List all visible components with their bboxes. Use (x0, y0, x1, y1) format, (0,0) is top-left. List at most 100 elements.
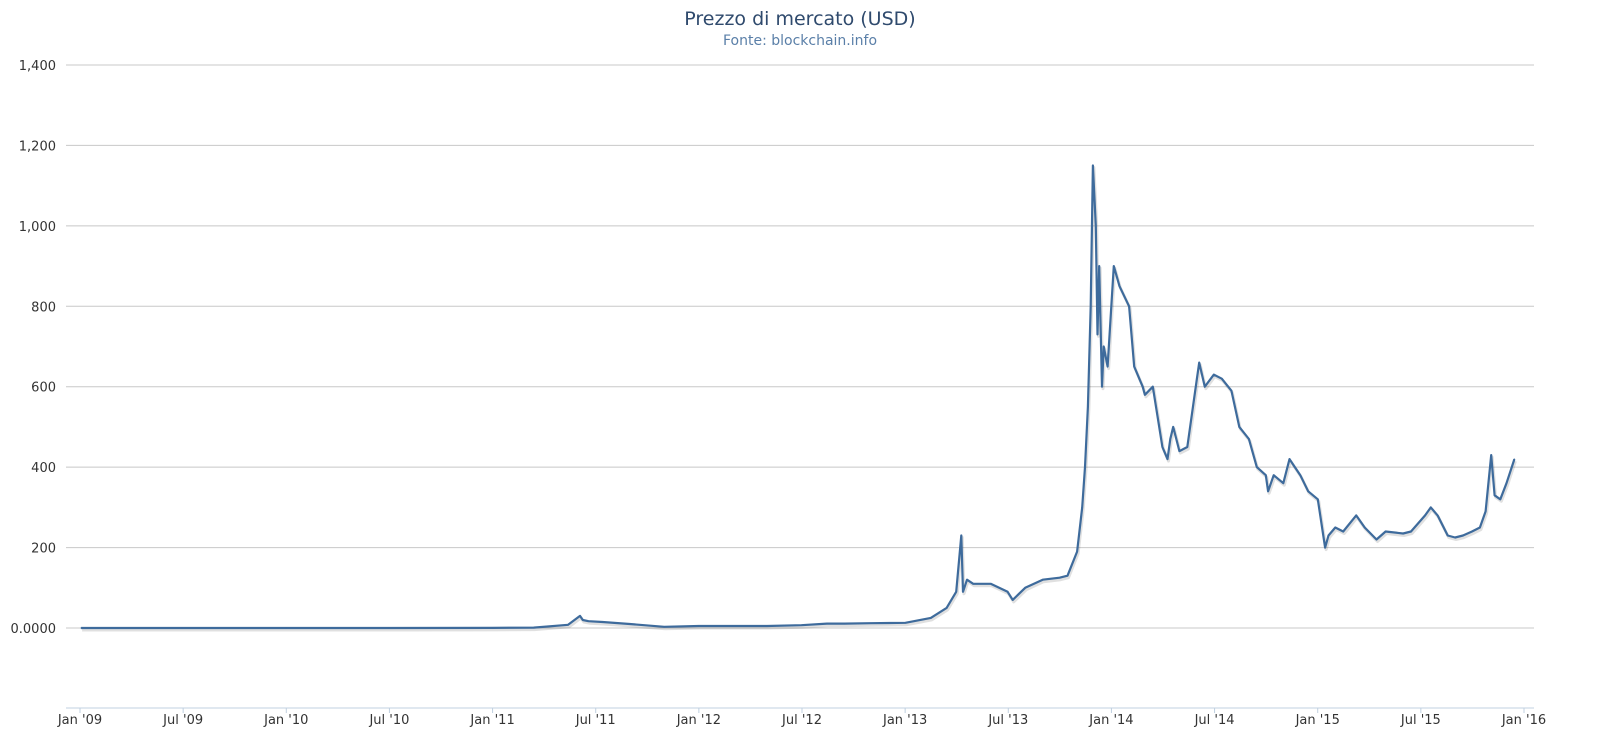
x-tick-label: Jan '13 (882, 713, 927, 728)
series-layer (80, 164, 1517, 632)
data-point (1238, 426, 1240, 428)
data-point (1128, 305, 1130, 307)
data-point (1273, 474, 1275, 476)
data-point (1042, 579, 1044, 581)
data-point (1410, 530, 1412, 533)
x-tick-label: Jan '12 (676, 713, 721, 728)
data-point (1113, 265, 1115, 267)
data-point (1299, 474, 1301, 476)
data-point (1107, 366, 1109, 368)
x-tick-label: Jan '15 (1295, 713, 1340, 728)
x-axis: Jan '09 Jul '09 Jan '10 Jul '10 Jan '11 Jul '… (57, 707, 1546, 728)
data-point (1342, 530, 1344, 533)
data-point (579, 615, 581, 617)
data-point (1152, 386, 1154, 388)
data-point (1385, 530, 1387, 533)
data-point (1430, 506, 1432, 508)
data-point (1327, 534, 1330, 537)
data-point (1204, 386, 1206, 388)
data-point (1334, 526, 1336, 529)
data-point (1012, 599, 1014, 601)
data-point (1505, 482, 1508, 484)
x-tick-label: Jul '09 (162, 713, 203, 728)
data-point (567, 624, 569, 626)
data-point (843, 623, 846, 625)
data-point (1494, 494, 1496, 496)
y-tick-label: 0.0000 (11, 622, 57, 637)
x-tick-label: Jul '12 (781, 713, 822, 728)
data-point (904, 622, 907, 624)
x-tick-label: Jul '11 (575, 713, 616, 728)
data-point (960, 534, 962, 537)
data-point (1324, 547, 1326, 549)
y-tick-label: 1,200 (19, 139, 56, 154)
data-point (1118, 285, 1121, 287)
data-point (1437, 514, 1439, 517)
data-point (1198, 362, 1200, 364)
y-tick-label: 1,000 (19, 220, 56, 235)
data-point (1267, 490, 1269, 492)
data-point (1066, 575, 1069, 577)
y-tick-label: 200 (31, 542, 56, 557)
y-tick-label: 800 (31, 300, 56, 315)
data-point (870, 622, 872, 624)
x-tick-label: Jan '11 (469, 713, 514, 728)
data-point (966, 579, 968, 581)
data-point (1007, 591, 1009, 593)
data-point (80, 627, 82, 629)
data-point (972, 583, 974, 585)
data-point (1196, 378, 1198, 380)
data-point (1101, 386, 1103, 388)
data-point (1256, 466, 1258, 468)
data-point (1169, 438, 1171, 440)
data-point (1090, 305, 1092, 307)
data-point (1364, 526, 1366, 529)
series-line (81, 164, 1516, 630)
data-point (1447, 534, 1449, 537)
data-point (1424, 514, 1426, 517)
data-point (1221, 378, 1223, 380)
data-point (1144, 394, 1146, 396)
data-point (698, 625, 700, 627)
data-point (285, 627, 287, 629)
data-point (1133, 366, 1135, 368)
data-point (946, 607, 948, 609)
x-tick-label: Jan '10 (263, 713, 308, 728)
y-tick-label: 1,400 (19, 59, 56, 74)
data-point (1186, 446, 1188, 448)
data-point (387, 627, 390, 629)
data-point (1213, 374, 1215, 376)
x-tick-label: Jul '15 (1400, 713, 1441, 728)
x-tick-label: Jul '14 (1194, 713, 1235, 728)
x-tick-label: Jan '14 (1088, 713, 1133, 728)
data-point (1024, 587, 1026, 589)
data-point (1490, 454, 1492, 456)
data-point (1098, 265, 1100, 267)
data-point (1087, 406, 1089, 408)
data-point (602, 621, 604, 623)
data-point (826, 623, 828, 625)
data-point (1084, 466, 1086, 468)
data-point (962, 591, 964, 593)
y-tick-label: 600 (31, 381, 56, 396)
x-tick-label: Jan '09 (57, 713, 102, 728)
data-point (1499, 498, 1501, 500)
data-point (1076, 551, 1078, 553)
chart-subtitle: Fonte: blockchain.info (722, 33, 878, 49)
data-point (1178, 450, 1180, 452)
series-line-shadow (82, 166, 1517, 632)
data-point (1092, 164, 1094, 167)
y-axis: 0.0000 200 400 600 800 1,000 1,200 1,400 (11, 59, 57, 637)
data-point (1471, 530, 1473, 533)
data-point (1485, 510, 1487, 512)
data-point (930, 617, 932, 619)
data-point (491, 627, 493, 629)
grid-lines (66, 64, 1534, 629)
data-point (629, 623, 631, 625)
data-point (1103, 345, 1105, 348)
data-point (1462, 534, 1464, 537)
x-tick-label: Jan '16 (1501, 713, 1546, 728)
data-point (731, 625, 734, 627)
data-point (1454, 536, 1456, 539)
